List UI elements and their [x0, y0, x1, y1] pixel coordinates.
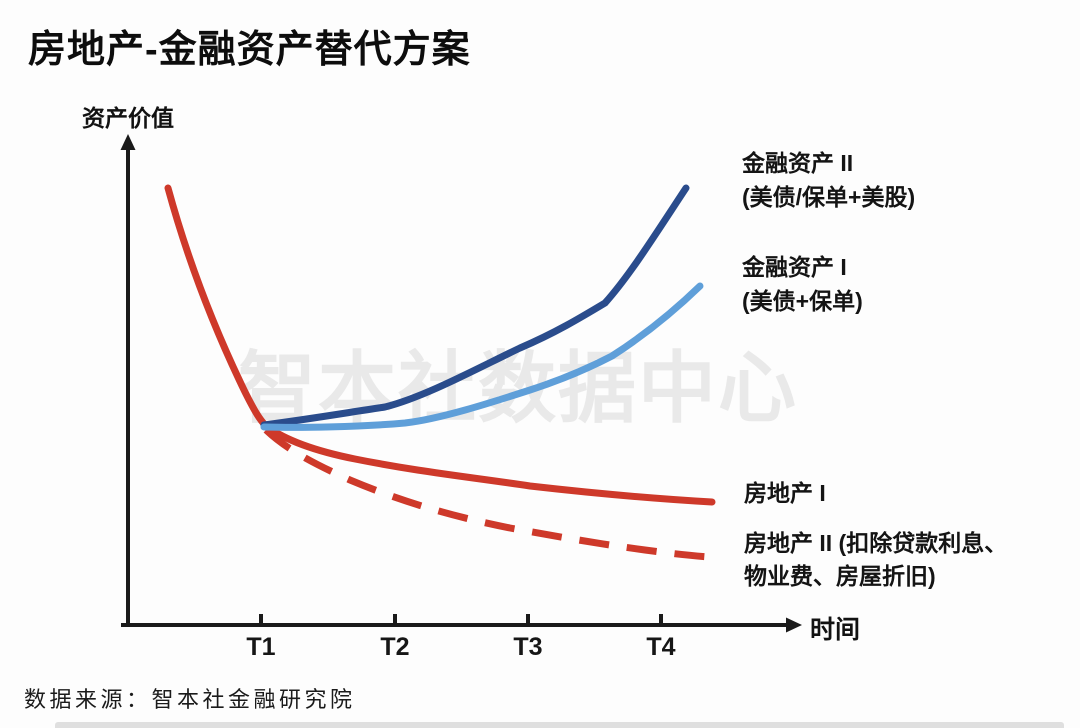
bottom-crop-strip — [55, 722, 1064, 728]
annotation-financial-asset-2-name: 金融资产 II — [742, 150, 854, 176]
annotation-financial-asset-2: 金融资产 II (美债/保单+美股) — [742, 146, 915, 214]
page-title: 房地产-金融资产替代方案 — [28, 29, 471, 71]
y-axis-arrow-icon — [120, 134, 136, 150]
tick-label-t1: T1 — [246, 633, 275, 661]
x-axis-label: 时间 — [810, 616, 861, 644]
annotation-financial-asset-1-detail: (美债+保单) — [742, 288, 863, 314]
annotation-real-estate-2: 房地产 II (扣除贷款利息、 物业费、房屋折旧) — [744, 527, 1007, 593]
tick-label-t3: T3 — [513, 633, 542, 661]
curve-real-estate-2-dashed — [263, 427, 711, 561]
curve-real-estate-1 — [164, 184, 716, 506]
tick-label-t2: T2 — [380, 633, 409, 661]
annotation-financial-asset-1: 金融资产 I (美债+保单) — [742, 250, 863, 318]
curve-financial-asset-2 — [260, 184, 690, 429]
annotation-real-estate-2-name: 房地产 II (扣除贷款利息、 — [744, 530, 1008, 556]
x-axis-arrow-icon — [786, 617, 802, 633]
y-axis-label: 资产价值 — [82, 105, 174, 131]
data-source-note: 数据来源：智本社金融研究院 — [24, 687, 356, 712]
annotation-real-estate-1: 房地产 I — [744, 476, 826, 510]
curve-financial-asset-1 — [260, 282, 704, 431]
annotation-real-estate-2-detail: 物业费、房屋折旧) — [744, 563, 936, 589]
tick-label-t4: T4 — [646, 633, 675, 661]
annotation-real-estate-1-name: 房地产 I — [744, 480, 826, 506]
annotation-financial-asset-2-detail: (美债/保单+美股) — [742, 184, 916, 210]
annotation-financial-asset-1-name: 金融资产 I — [742, 254, 847, 280]
